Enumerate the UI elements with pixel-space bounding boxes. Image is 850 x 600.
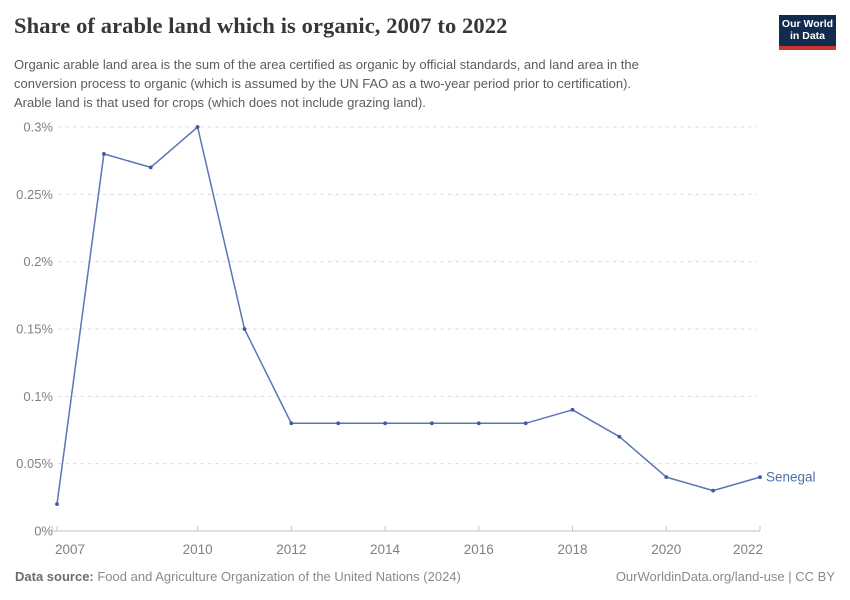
x-axis-tick-label: 2022 bbox=[733, 542, 763, 557]
x-axis-tick-label: 2012 bbox=[276, 542, 306, 557]
data-point bbox=[523, 421, 528, 426]
data-point bbox=[476, 421, 481, 426]
y-axis-tick-label: 0% bbox=[34, 524, 53, 539]
entity-label[interactable]: Senegal bbox=[766, 470, 816, 485]
owid-logo: Our World in Data bbox=[779, 15, 836, 50]
data-point bbox=[55, 502, 59, 506]
data-point bbox=[195, 125, 200, 129]
owid-logo-text: Our World bbox=[781, 18, 834, 30]
data-point bbox=[711, 488, 715, 493]
x-axis-tick-label: 2020 bbox=[651, 542, 681, 557]
y-axis-tick-label: 0.1% bbox=[23, 389, 53, 404]
data-source-label: Data source: bbox=[15, 569, 94, 584]
footer-license: CC BY bbox=[795, 569, 835, 584]
data-point bbox=[289, 421, 294, 426]
y-axis-tick-label: 0.3% bbox=[23, 120, 53, 135]
data-point bbox=[242, 327, 247, 331]
y-axis-tick-label: 0.2% bbox=[23, 254, 53, 269]
x-axis-tick-label: 2007 bbox=[55, 542, 85, 557]
data-source-text: Food and Agriculture Organization of the… bbox=[93, 569, 461, 584]
data-point bbox=[336, 421, 341, 426]
subtitle-line: Arable land is that used for crops (whic… bbox=[14, 95, 426, 110]
data-point bbox=[430, 421, 434, 426]
data-point bbox=[617, 434, 622, 439]
chart-subtitle: Organic arable land area is the sum of t… bbox=[14, 55, 639, 112]
x-axis-tick-label: 2018 bbox=[558, 542, 588, 557]
footer-url[interactable]: OurWorldinData.org/land-use bbox=[615, 569, 785, 584]
subtitle-line: conversion process to organic (which is … bbox=[14, 76, 632, 91]
data-point bbox=[664, 475, 669, 479]
footer-attribution: OurWorldinData.org/land-use | CC BY bbox=[616, 569, 835, 584]
owid-logo-text: in Data bbox=[789, 29, 825, 42]
x-axis-tick-label: 2014 bbox=[370, 542, 401, 557]
y-axis-tick-label: 0.25% bbox=[16, 187, 53, 202]
subtitle-line: Organic arable land area is the sum of t… bbox=[14, 57, 639, 72]
footer-separator: | bbox=[784, 569, 796, 584]
y-axis-tick-label: 0.15% bbox=[16, 322, 53, 337]
data-point bbox=[383, 421, 387, 426]
data-point bbox=[148, 165, 153, 170]
x-axis-tick-label: 2010 bbox=[183, 542, 213, 557]
y-axis-tick-label: 0.05% bbox=[16, 456, 53, 471]
data-point bbox=[758, 475, 762, 479]
page-title: Share of arable land which is organic, 2… bbox=[14, 13, 508, 38]
line-series-senegal[interactable] bbox=[56, 126, 761, 505]
x-axis-tick-label: 2016 bbox=[464, 542, 494, 557]
data-point bbox=[570, 407, 575, 412]
data-source-note: Data source: Food and Agriculture Organi… bbox=[15, 569, 461, 584]
data-point bbox=[102, 152, 106, 156]
